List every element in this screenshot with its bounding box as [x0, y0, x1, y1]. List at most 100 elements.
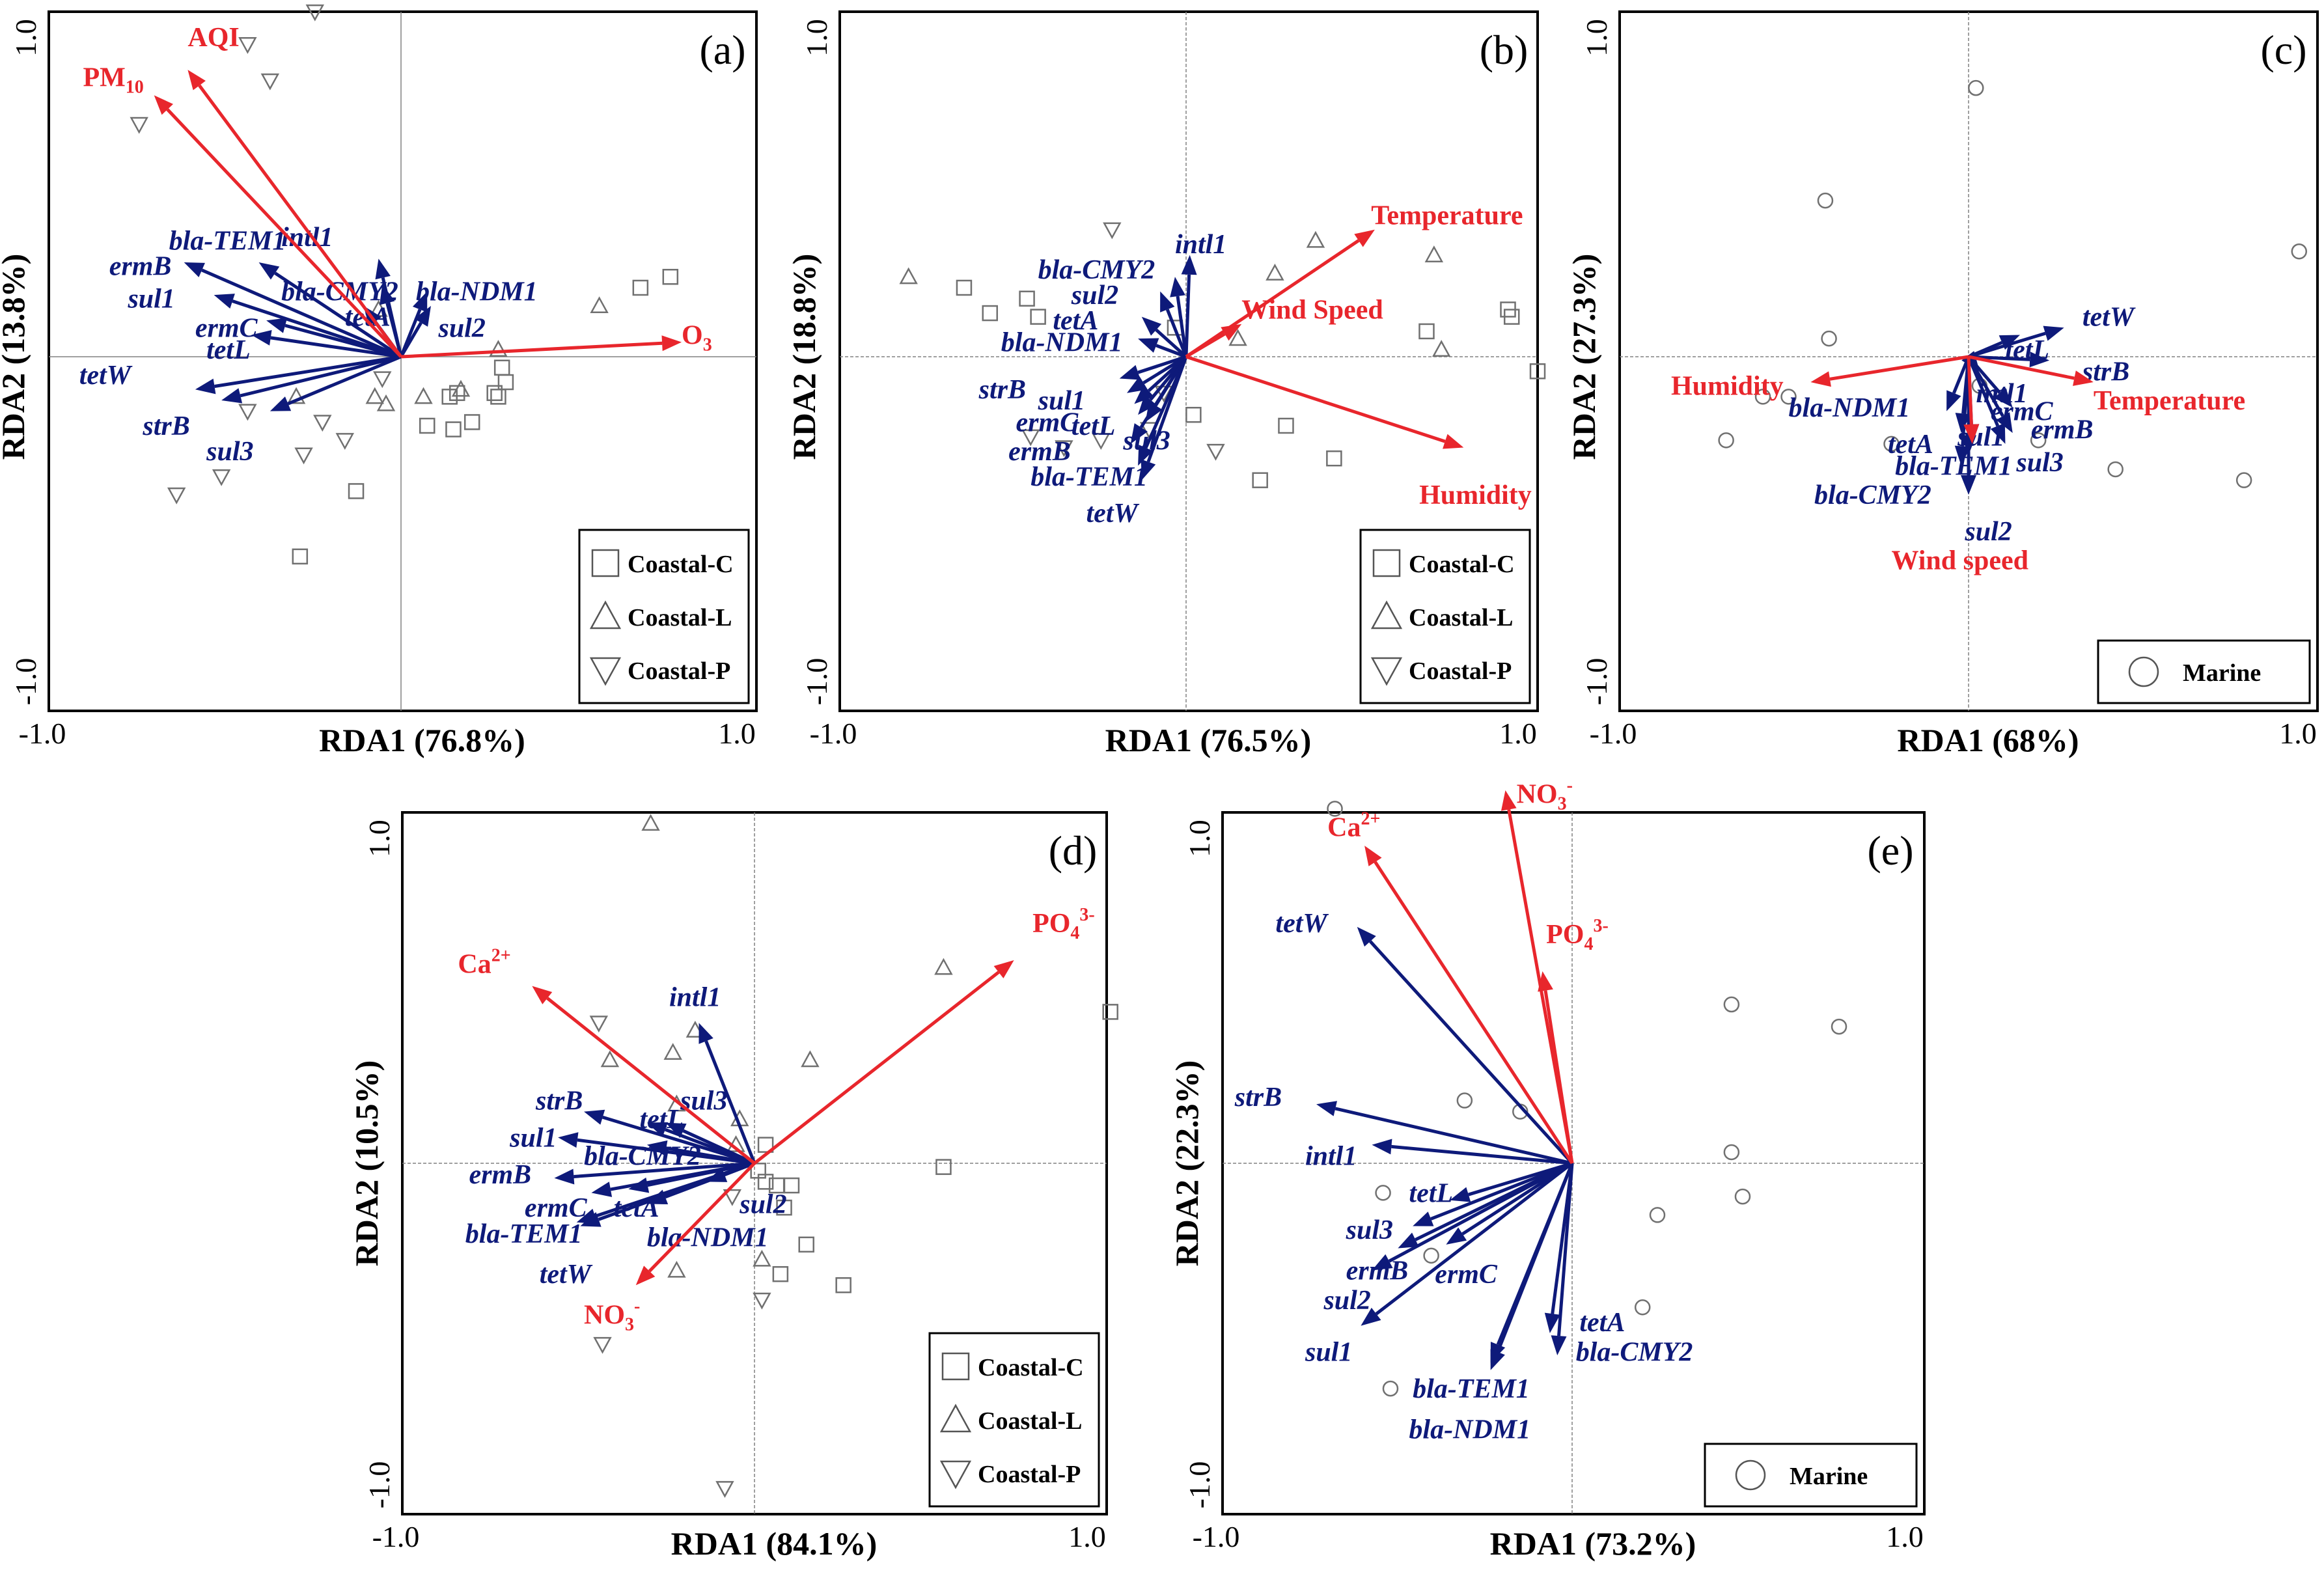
env-vector-head — [1364, 846, 1382, 866]
env-vector — [1185, 332, 1226, 359]
gene-vector-head — [1138, 394, 1157, 415]
panel-d: -1.0 1.0 1.0 -1.0 RDA1 (84.1%) RDA2 (10.5%) (d… — [348, 811, 1118, 1562]
site-point — [783, 1177, 800, 1194]
site-point — [260, 73, 280, 90]
tick-label-x-max: 1.0 — [718, 717, 756, 750]
env-vector-head — [532, 986, 553, 1004]
gene-label: bla-CMY2 — [1576, 1337, 1693, 1367]
site-point — [776, 1199, 792, 1216]
env-label: AQI — [187, 23, 239, 53]
site-point — [1423, 1247, 1439, 1264]
gene-vector-head — [2029, 352, 2050, 368]
site-point — [1634, 1299, 1651, 1316]
gene-vector-head — [699, 1023, 713, 1044]
gene-label: ermC — [195, 313, 258, 343]
gene-label: sul3 — [206, 437, 253, 467]
site-point — [1529, 363, 1546, 380]
gene-vector-head — [1316, 1101, 1337, 1116]
gene-label: sul2 — [1964, 517, 2012, 547]
site-point — [463, 414, 480, 430]
gene-vector-head — [2043, 325, 2064, 341]
site-point — [419, 417, 436, 434]
env-vector-head — [1501, 790, 1517, 811]
gene-vector — [201, 268, 402, 359]
site-point — [1718, 432, 1734, 449]
plot-frame — [48, 10, 758, 712]
site-point — [490, 389, 506, 405]
gene-vector — [1155, 328, 1187, 358]
site-point — [632, 279, 649, 296]
gene-label: tetW — [1275, 909, 1329, 939]
gene-vector-head — [1130, 423, 1148, 444]
gene-vector-head — [646, 1140, 668, 1156]
gene-vector — [1146, 356, 1188, 463]
gene-label: strB — [1234, 1083, 1282, 1113]
panel-label: (b) — [1480, 27, 1529, 73]
gene-label: sul1 — [1305, 1337, 1352, 1367]
env-label-sup: 3- — [1593, 916, 1608, 936]
legend-marker — [939, 1403, 972, 1433]
env-vector — [1374, 861, 1574, 1165]
site-point — [1754, 389, 1771, 405]
gene-vector — [682, 1129, 756, 1165]
gene-label: ermB — [1008, 437, 1071, 467]
site-point — [376, 394, 396, 411]
gene-label: ermC — [525, 1193, 588, 1223]
legend-marker — [939, 1460, 972, 1489]
legend-label: Coastal-L — [978, 1407, 1082, 1435]
gene-label: sul3 — [2015, 448, 2063, 478]
env-label: Humidity — [1671, 372, 1784, 402]
site-point — [1327, 801, 1343, 817]
tick-label-y-min: -1.0 — [1580, 658, 1613, 706]
site-point — [935, 1159, 952, 1175]
site-points — [1327, 801, 1847, 1397]
gene-vectors: bla-TEM1intl1ermBbla-CMY2bla-NDM1tetAsul… — [79, 223, 538, 467]
tick-label-x-min: -1.0 — [810, 717, 857, 750]
env-label-sub: 3 — [703, 335, 712, 355]
gene-vector — [647, 1161, 755, 1187]
tick-label-y-min: -1.0 — [1183, 1461, 1216, 1509]
tick-label-x-max: 1.0 — [1068, 1520, 1106, 1553]
gene-label: tetW — [2082, 303, 2136, 333]
gene-vector — [1369, 940, 1573, 1165]
env-vector-head — [1354, 229, 1375, 247]
tick-label-y-min: -1.0 — [363, 1461, 396, 1509]
site-point — [1503, 309, 1520, 325]
env-label: Temperature — [2094, 386, 2245, 416]
panel-b: -1.0 1.0 1.0 -1.0 RDA1 (76.5%) RDA2 (18.8%) (b… — [786, 10, 1546, 758]
legend-box — [2097, 639, 2311, 704]
legend-box — [928, 1332, 1100, 1508]
env-vector-head — [1538, 971, 1553, 992]
env-vector-head — [1810, 371, 1831, 387]
site-point — [212, 469, 231, 486]
gene-label: bla-NDM1 — [647, 1223, 769, 1252]
tick-label-y-min: -1.0 — [800, 658, 833, 706]
site-point — [663, 1043, 682, 1060]
gene-vector-head — [1141, 459, 1156, 480]
tick-label-x-max: 1.0 — [1499, 717, 1537, 750]
gene-label: bla-TEM1 — [1031, 462, 1148, 492]
site-point — [667, 1260, 686, 1278]
panel-a: -1.0 1.0 1.0 -1.0 RDA1 (76.8%) RDA2 (13.8%) (a… — [0, 4, 758, 758]
x-axis-title: RDA1 (76.5%) — [1105, 722, 1312, 758]
site-point — [798, 1236, 814, 1253]
gene-label: bla-NDM1 — [1409, 1415, 1530, 1445]
site-point — [641, 814, 660, 831]
gene-label: bla-CMY2 — [1038, 255, 1155, 285]
gene-label: bla-CMY2 — [584, 1142, 701, 1172]
panel-label: (a) — [699, 27, 745, 73]
plot-frame — [838, 10, 1539, 712]
gene-vector-head — [414, 305, 431, 327]
env-vector-head — [1221, 324, 1242, 341]
gene-vector — [665, 1146, 755, 1165]
site-point — [441, 389, 458, 405]
env-label-sup: 2+ — [1361, 809, 1380, 829]
gene-vector-head — [1993, 387, 2013, 408]
gene-vector-head — [1999, 335, 2020, 350]
site-point — [489, 340, 508, 357]
site-point — [1883, 435, 1900, 452]
tick-label-y-max: 1.0 — [800, 19, 833, 57]
site-point — [715, 1481, 734, 1498]
site-point — [1780, 389, 1797, 405]
